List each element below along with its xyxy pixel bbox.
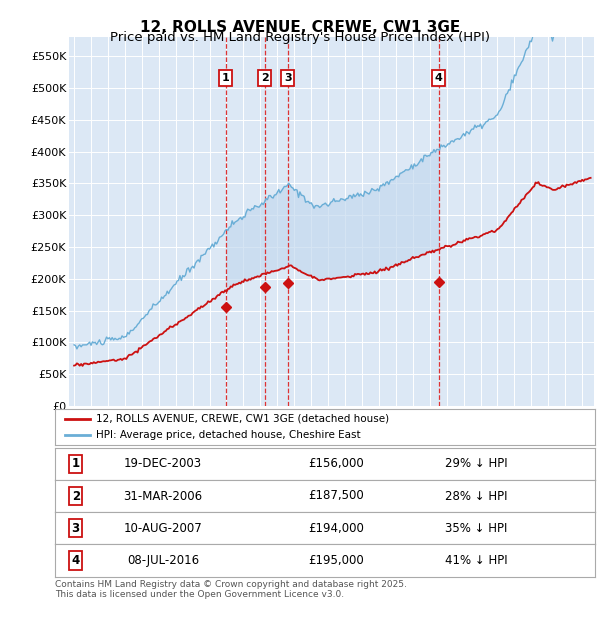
Text: 2: 2: [71, 490, 80, 502]
Text: HPI: Average price, detached house, Cheshire East: HPI: Average price, detached house, Ches…: [96, 430, 361, 440]
Text: £194,000: £194,000: [308, 522, 364, 534]
Text: 31-MAR-2006: 31-MAR-2006: [124, 490, 203, 502]
Text: 3: 3: [284, 73, 292, 83]
Text: £156,000: £156,000: [308, 458, 364, 470]
Text: £187,500: £187,500: [308, 490, 364, 502]
Text: 19-DEC-2003: 19-DEC-2003: [124, 458, 202, 470]
Text: Price paid vs. HM Land Registry's House Price Index (HPI): Price paid vs. HM Land Registry's House …: [110, 31, 490, 44]
Text: 28% ↓ HPI: 28% ↓ HPI: [445, 490, 508, 502]
Text: 12, ROLLS AVENUE, CREWE, CW1 3GE: 12, ROLLS AVENUE, CREWE, CW1 3GE: [140, 20, 460, 35]
Text: 41% ↓ HPI: 41% ↓ HPI: [445, 554, 508, 567]
Text: 1: 1: [222, 73, 230, 83]
Text: 08-JUL-2016: 08-JUL-2016: [127, 554, 199, 567]
Text: 3: 3: [71, 522, 80, 534]
Text: 4: 4: [71, 554, 80, 567]
Text: 1: 1: [71, 458, 80, 470]
Text: Contains HM Land Registry data © Crown copyright and database right 2025.
This d: Contains HM Land Registry data © Crown c…: [55, 580, 407, 599]
Text: 12, ROLLS AVENUE, CREWE, CW1 3GE (detached house): 12, ROLLS AVENUE, CREWE, CW1 3GE (detach…: [96, 414, 389, 424]
Text: 10-AUG-2007: 10-AUG-2007: [124, 522, 203, 534]
Text: 4: 4: [434, 73, 442, 83]
Text: 35% ↓ HPI: 35% ↓ HPI: [445, 522, 508, 534]
Text: 29% ↓ HPI: 29% ↓ HPI: [445, 458, 508, 470]
Text: £195,000: £195,000: [308, 554, 364, 567]
Text: 2: 2: [261, 73, 268, 83]
